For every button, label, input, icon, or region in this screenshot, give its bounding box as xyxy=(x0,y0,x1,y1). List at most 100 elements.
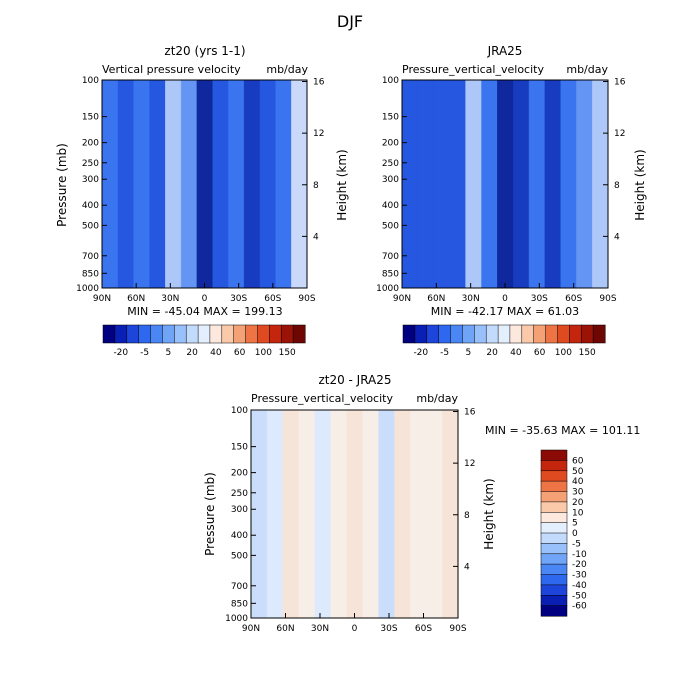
x-tick-label: 90S xyxy=(298,294,315,304)
x-tick-label: 90N xyxy=(393,294,411,304)
field-band xyxy=(465,80,482,288)
colorbar-swatch xyxy=(540,512,568,524)
x-tick-label: 30N xyxy=(462,294,480,304)
y-tick-label: 850 xyxy=(82,269,99,279)
colorbar-swatch xyxy=(209,324,223,344)
field-band xyxy=(442,410,459,618)
colorbar-swatch xyxy=(533,324,547,344)
field-band xyxy=(592,80,609,288)
field-band xyxy=(243,80,261,288)
colorbar-swatch xyxy=(540,460,568,472)
colorbar-swatch xyxy=(233,324,247,344)
y-right-tick-label: 4 xyxy=(614,232,620,242)
field-band xyxy=(330,410,348,618)
field-band xyxy=(228,80,245,288)
y-tick-label: 700 xyxy=(231,582,248,592)
colorbar-label: -20 xyxy=(413,348,428,358)
field-band xyxy=(102,80,119,288)
field-band xyxy=(378,410,395,618)
colorbar-label: 150 xyxy=(279,348,296,358)
colorbar-swatch xyxy=(540,563,568,576)
panel-diff-axes: 90N 60N 30N 0 30S 60S 90S 100 150 200 250 300 400 500… xyxy=(225,406,476,634)
colorbar-label: 40 xyxy=(510,348,522,358)
colorbar-swatch xyxy=(450,324,463,344)
y-tick-label: 1000 xyxy=(76,284,99,294)
colorbar-label: 5 xyxy=(466,348,472,358)
colorbar-label: 40 xyxy=(210,348,222,358)
y-right-tick-label: 16 xyxy=(313,78,325,88)
y-tick-label: 300 xyxy=(382,175,399,185)
panel-obs-ylabel-right: Height (km) xyxy=(633,149,647,220)
colorbar-swatch xyxy=(569,324,582,344)
y-tick-label: 500 xyxy=(382,221,399,231)
field-band xyxy=(362,410,379,618)
panel-model-ylabel: Pressure (mb) xyxy=(55,143,69,227)
colorbar-swatch xyxy=(426,324,440,344)
field-band xyxy=(180,80,198,288)
x-tick-label: 90S xyxy=(449,624,466,634)
field-band xyxy=(402,80,419,288)
x-tick-label: 60N xyxy=(427,294,445,304)
y-tick-label: 700 xyxy=(382,252,399,262)
colorbar-swatch xyxy=(509,324,523,344)
colorbar-swatch xyxy=(497,324,511,344)
x-tick-label: 60S xyxy=(264,294,281,304)
colorbar-swatch xyxy=(462,324,475,344)
y-tick-label: 300 xyxy=(231,505,248,515)
y-right-tick-label: 8 xyxy=(313,181,319,191)
colorbar-label: 60 xyxy=(234,348,246,358)
field-band xyxy=(196,80,213,288)
field-band xyxy=(497,80,514,288)
colorbar-swatch xyxy=(485,324,499,344)
field-band xyxy=(433,80,451,288)
y-right-tick-label: 16 xyxy=(614,78,626,88)
y-tick-label: 250 xyxy=(231,489,248,499)
x-tick-label: 60S xyxy=(565,294,582,304)
y-tick-label: 200 xyxy=(382,139,399,149)
y-tick-label: 150 xyxy=(231,443,248,453)
colorbar-swatch xyxy=(540,584,568,596)
panel-model-subtitle-right: mb/day xyxy=(266,63,308,76)
colorbar-swatch xyxy=(102,324,116,344)
colorbar-swatch xyxy=(114,324,128,344)
colorbar-label: -5 xyxy=(140,348,149,358)
colorbar-label: 60 xyxy=(572,456,584,466)
colorbar-label: 40 xyxy=(572,477,584,487)
panel-obs-subtitle-left: Pressure_vertical_velocity xyxy=(402,63,544,76)
x-tick-label: 0 xyxy=(352,624,358,634)
colorbar-swatch xyxy=(540,480,568,493)
colorbar-swatch xyxy=(269,324,282,344)
y-tick-label: 150 xyxy=(382,113,399,123)
colorbar-swatch xyxy=(257,324,270,344)
y-tick-label: 200 xyxy=(82,139,99,149)
field-band xyxy=(426,410,443,618)
y-tick-label: 150 xyxy=(82,113,99,123)
panel-model: zt20 (yrs 1-1) Vertical pressure velocit… xyxy=(55,44,349,358)
field-band xyxy=(212,80,229,288)
panel-model-stats: MIN = -45.04 MAX = 199.13 xyxy=(127,305,282,318)
y-right-tick-label: 4 xyxy=(313,232,319,242)
colorbar-swatch xyxy=(221,324,235,344)
colorbar-label: 5 xyxy=(166,348,172,358)
y-right-tick-label: 12 xyxy=(614,129,625,139)
colorbar-swatch xyxy=(197,324,211,344)
colorbar-label: 20 xyxy=(486,348,498,358)
colorbar-swatch xyxy=(162,324,175,344)
colorbar-label: 5 xyxy=(572,519,578,529)
y-tick-label: 400 xyxy=(82,201,99,211)
colorbar-swatch xyxy=(150,324,163,344)
colorbar-swatch xyxy=(540,543,568,555)
colorbar-swatch xyxy=(126,324,140,344)
colorbar-swatch xyxy=(540,595,568,607)
panel-diff-stats: MIN = -35.63 MAX = 101.11 xyxy=(485,424,640,437)
field-band xyxy=(291,80,308,288)
colorbar-label: -30 xyxy=(572,571,587,581)
colorbar-label: 0 xyxy=(572,529,578,539)
panel-obs-subtitle-right: mb/day xyxy=(566,63,608,76)
colorbar-swatch xyxy=(545,324,559,344)
y-tick-label: 1000 xyxy=(225,614,248,624)
field-band xyxy=(133,80,150,288)
y-right-tick-label: 16 xyxy=(464,408,476,418)
colorbar-swatch xyxy=(292,324,306,344)
